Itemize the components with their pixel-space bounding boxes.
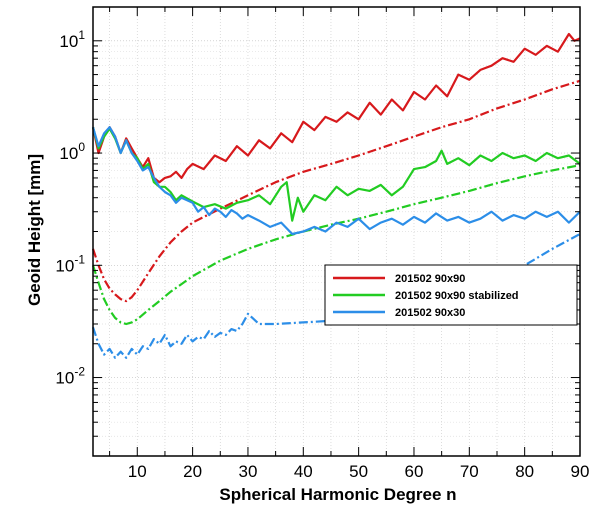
x-tick-label: 90 (571, 462, 590, 481)
x-tick-label: 20 (183, 462, 202, 481)
legend-label: 201502 90x90 (395, 273, 465, 285)
series-line-0 (91, 32, 581, 184)
x-tick-label: 50 (349, 462, 368, 481)
y-tick-label: 10-2 (55, 365, 85, 388)
series-line-1 (91, 79, 581, 303)
legend-label: 201502 90x90 stabilized (395, 290, 519, 302)
legend: 201502 90x90 201502 90x90 stabilized 20150… (324, 264, 578, 326)
x-tick-label: 10 (128, 462, 147, 481)
x-tick-label: 40 (294, 462, 313, 481)
y-axis-title: Geoid Height [mm] (25, 154, 44, 306)
x-tick-labels: 10 20 30 40 50 60 70 80 90 (128, 462, 590, 481)
series-line-2 (91, 126, 581, 222)
x-tick-label: 30 (238, 462, 257, 481)
x-tick-label: 80 (515, 462, 534, 481)
y-tick-label: 10-1 (55, 252, 85, 275)
series-line-3 (91, 164, 581, 326)
y-tick-label: 101 (59, 28, 85, 51)
y-tick-labels: 101 100 10-1 10-2 (55, 28, 85, 388)
series-line-4 (91, 126, 581, 236)
x-tick-label: 70 (460, 462, 479, 481)
x-tick-label: 60 (405, 462, 424, 481)
grid-lines (93, 7, 580, 456)
legend-label: 201502 90x30 (395, 307, 465, 319)
x-axis-title: Spherical Harmonic Degree n (219, 485, 456, 504)
y-tick-label: 100 (59, 140, 85, 163)
